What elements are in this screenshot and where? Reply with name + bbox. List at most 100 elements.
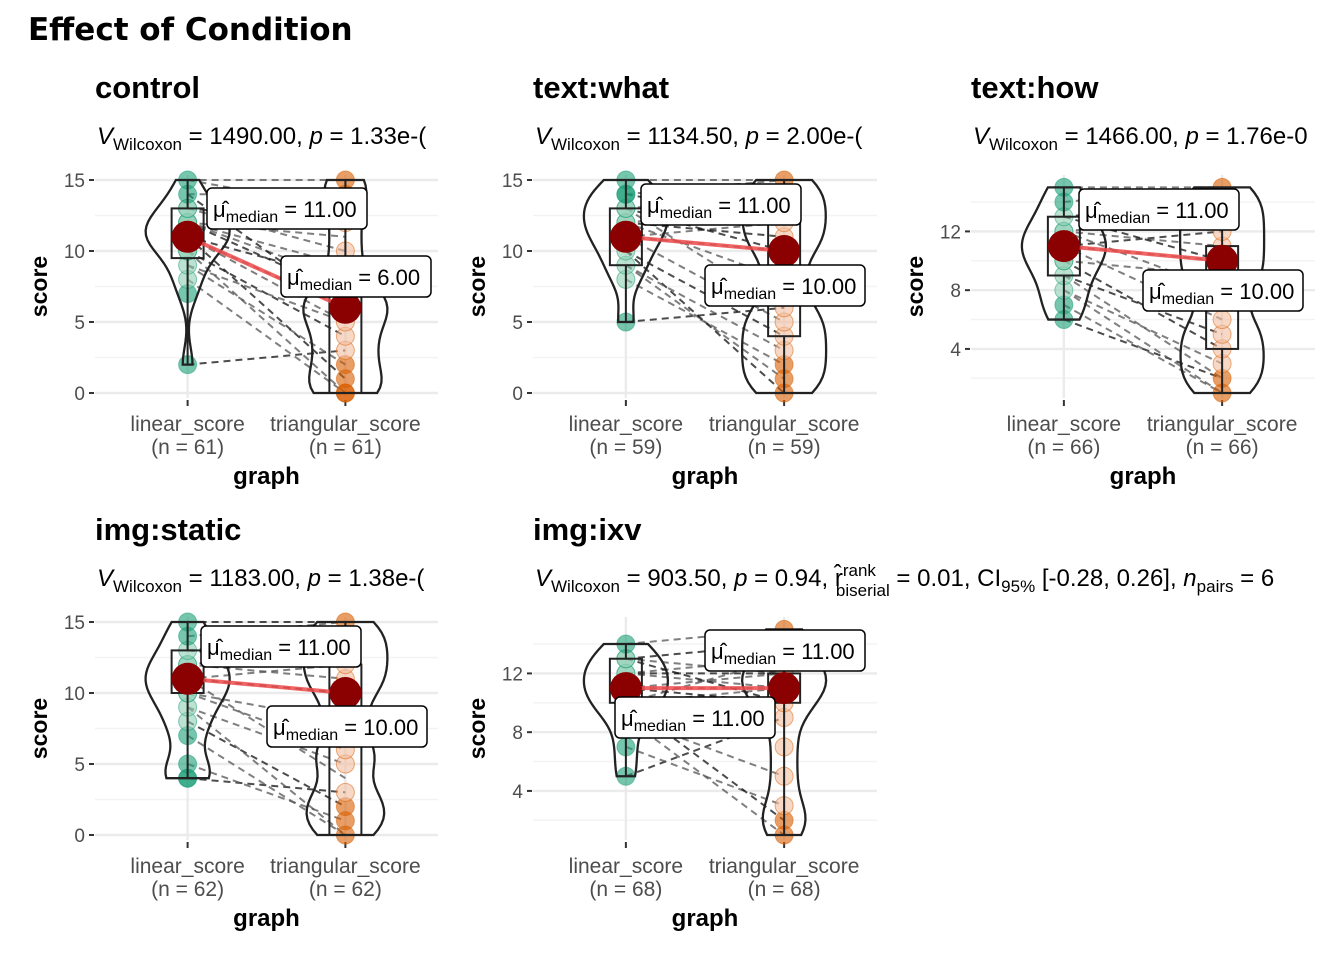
pair-line bbox=[625, 306, 785, 323]
subtitle-ci: [-0.28, 0.26], bbox=[1035, 565, 1183, 592]
pair-line bbox=[625, 672, 785, 690]
pair-line bbox=[187, 692, 346, 751]
mu-hat: μ̂ bbox=[213, 197, 230, 222]
x-count-label: (n = 66) bbox=[1027, 436, 1100, 459]
median-subscript: median bbox=[1162, 291, 1214, 308]
pair-line bbox=[1063, 303, 1223, 394]
subtitle-stat: Wilcoxon bbox=[113, 135, 182, 154]
x-count-label: (n = 62) bbox=[151, 878, 224, 901]
median-subscript: median bbox=[286, 727, 338, 744]
pair-line bbox=[625, 701, 785, 822]
x-tick-label: triangular_score bbox=[270, 413, 421, 436]
pair-line bbox=[187, 235, 346, 323]
subtitle-ci-sub: 95% bbox=[1001, 577, 1035, 596]
median-label: μ̂median = 11.00 bbox=[711, 639, 855, 668]
y-tick-label: 0 bbox=[74, 384, 85, 405]
y-axis-label: score bbox=[902, 256, 928, 317]
pair-line bbox=[187, 349, 346, 366]
mu-hat: μ̂ bbox=[1085, 198, 1102, 223]
subtitle-r-sub: biserial bbox=[836, 581, 890, 600]
data-point bbox=[1212, 310, 1232, 330]
subtitle-stat: Wilcoxon bbox=[551, 135, 620, 154]
x-axis-label: graph bbox=[1110, 463, 1177, 490]
subtitle-p: = 1.33e-( bbox=[323, 123, 426, 150]
median-value: = 11.00 bbox=[1150, 198, 1229, 223]
median-subscript: median bbox=[724, 286, 776, 303]
median-subscript: median bbox=[634, 718, 686, 735]
y-tick-label: 4 bbox=[512, 782, 523, 803]
median-label: μ̂median = 11.00 bbox=[213, 197, 357, 226]
pair-line bbox=[187, 221, 346, 281]
median-label-box bbox=[704, 629, 866, 672]
x-tick-label: triangular_score bbox=[270, 855, 421, 878]
median-label-box bbox=[1142, 269, 1304, 312]
pair-line bbox=[1063, 289, 1223, 394]
subtitle-p: = 1.38e-( bbox=[321, 565, 424, 592]
median-subscript: median bbox=[226, 209, 278, 226]
median-point bbox=[329, 677, 362, 709]
median-subscript: median bbox=[220, 647, 272, 664]
median-label-box bbox=[614, 696, 776, 739]
subtitle-p-label: p bbox=[745, 123, 759, 150]
pair-line bbox=[1063, 274, 1223, 380]
median-label: μ̂median = 10.00 bbox=[273, 715, 418, 744]
subtitle-p-label: p bbox=[308, 123, 322, 150]
y-axis-label: score bbox=[26, 698, 52, 759]
x-count-label: (n = 61) bbox=[309, 436, 382, 459]
subtitle-p: = 1.76e-0 bbox=[1199, 123, 1308, 150]
subtitle-p: = 0.94 bbox=[747, 565, 821, 592]
median-value: = 6.00 bbox=[352, 265, 420, 290]
pair-line bbox=[625, 716, 785, 836]
median-label: μ̂median = 11.00 bbox=[647, 193, 791, 222]
violin bbox=[144, 620, 231, 780]
panel-title: text:what bbox=[533, 70, 669, 105]
pair-line bbox=[187, 720, 346, 808]
violin bbox=[144, 178, 231, 366]
violin bbox=[582, 178, 670, 324]
panel-subtitle: VWilcoxon = 1134.50, p = 2.00e-( bbox=[535, 123, 862, 154]
x-count-label: (n = 68) bbox=[589, 878, 662, 901]
subtitle-r-value: = 0.01, CI bbox=[890, 565, 1001, 592]
y-tick-label: 5 bbox=[512, 313, 523, 334]
subtitle-r: , r̂ bbox=[822, 564, 843, 592]
subtitle-n-tail: = 6 bbox=[1234, 565, 1275, 592]
mu-hat: μ̂ bbox=[647, 193, 664, 218]
subtitle-eq: = 1183.00, bbox=[182, 565, 308, 592]
panel-text-how: text:how VWilcoxon = 1466.00, p = 1.76e-0… bbox=[902, 70, 1315, 490]
panel-subtitle: VWilcoxon = 1490.00, p = 1.33e-( bbox=[97, 123, 426, 154]
panel-title: control bbox=[95, 70, 200, 105]
median-point bbox=[768, 672, 801, 705]
pair-line bbox=[1063, 230, 1223, 248]
x-count-label: (n = 68) bbox=[748, 878, 821, 901]
median-point bbox=[1047, 230, 1080, 263]
y-tick-label: 10 bbox=[64, 684, 85, 705]
median-value: = 11.00 bbox=[712, 193, 791, 218]
box bbox=[170, 207, 205, 260]
x-axis-label: graph bbox=[233, 905, 300, 932]
y-tick-label: 5 bbox=[74, 313, 85, 334]
median-subscript: median bbox=[724, 651, 776, 668]
violin bbox=[302, 620, 389, 837]
violin bbox=[740, 178, 828, 395]
violin bbox=[1020, 186, 1108, 321]
panel-subtitle: VWilcoxon = 1183.00, p = 1.38e-( bbox=[97, 565, 424, 596]
median-point bbox=[609, 220, 642, 253]
pair-line bbox=[625, 657, 785, 704]
subtitle-v: V bbox=[973, 123, 991, 150]
panels: control VWilcoxon = 1490.00, p = 1.33e-( 0… bbox=[26, 70, 1315, 932]
y-tick-label: 0 bbox=[512, 384, 523, 405]
pair-line bbox=[187, 777, 346, 794]
median-line bbox=[625, 234, 785, 253]
x-count-label: (n = 66) bbox=[1186, 436, 1259, 459]
mu-hat: μ̂ bbox=[711, 639, 728, 664]
median-subscript: median bbox=[660, 205, 712, 222]
subtitle-v: V bbox=[535, 123, 553, 150]
subtitle-v: V bbox=[535, 565, 553, 592]
median-label-box bbox=[704, 264, 866, 307]
x-count-label: (n = 59) bbox=[589, 436, 662, 459]
pair-line bbox=[625, 264, 785, 380]
median-label-box bbox=[280, 255, 432, 298]
pair-line bbox=[187, 734, 346, 836]
y-tick-label: 12 bbox=[940, 222, 961, 243]
x-count-label: (n = 62) bbox=[309, 878, 382, 901]
